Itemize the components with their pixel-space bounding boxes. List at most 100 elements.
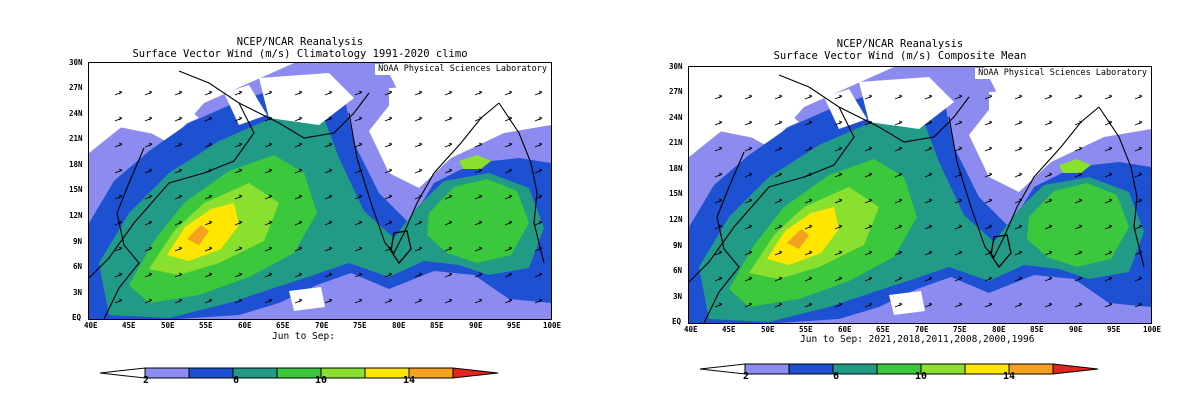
wind-arrow — [804, 302, 813, 308]
lat-label: 15N — [69, 185, 83, 194]
wind-arrow — [894, 198, 903, 204]
wind-arrow — [894, 146, 903, 152]
wind-arrow — [774, 172, 783, 178]
wind-arrow — [354, 220, 363, 226]
wind-arrow — [444, 194, 453, 200]
wind-arrow — [894, 94, 903, 100]
wind-arrow — [924, 146, 933, 152]
wind-arrow — [954, 250, 963, 256]
lat-label: 12N — [69, 211, 83, 220]
lat-label: 30N — [69, 58, 83, 67]
wind-arrow — [714, 250, 723, 256]
wind-arrow — [324, 168, 333, 174]
coastline-africa — [103, 147, 145, 319]
wind-arrow — [474, 116, 483, 122]
wind-arrow — [474, 272, 483, 278]
lon-label: 75E — [953, 325, 967, 334]
calm-region-india — [989, 89, 1089, 139]
wind-arrow — [414, 220, 423, 226]
wind-arrow — [1074, 302, 1083, 308]
wind-arrow — [414, 116, 423, 122]
wind-arrow — [204, 90, 213, 96]
wind-arrow — [504, 246, 513, 252]
wind-arrow — [144, 142, 153, 148]
wind-arrow — [1134, 94, 1143, 100]
wind-arrow — [144, 298, 153, 304]
wind-arrow — [204, 220, 213, 226]
wind-arrow — [834, 94, 843, 100]
wind-arrow — [264, 116, 273, 122]
lon-label: 100E — [1143, 325, 1162, 334]
wind-arrow — [954, 276, 963, 282]
wind-arrow — [924, 120, 933, 126]
wind-arrow — [1044, 120, 1053, 126]
wind-arrow — [474, 246, 483, 252]
wind-arrow — [534, 272, 543, 278]
wind-arrow — [714, 94, 723, 100]
lon-label: 85E — [1030, 325, 1044, 334]
wind-arrow — [264, 90, 273, 96]
wind-arrow — [234, 168, 243, 174]
wind-arrow — [234, 246, 243, 252]
wind-arrow — [234, 272, 243, 278]
wind-arrow — [144, 90, 153, 96]
wind-arrow — [1104, 94, 1113, 100]
wind-arrow — [174, 246, 183, 252]
wind-arrow — [234, 298, 243, 304]
colorbar-bin — [320, 367, 366, 379]
time-period-label: Jun to Sep: 2021,2018,2011,2008,2000,199… — [800, 334, 1035, 345]
wind-arrow — [504, 116, 513, 122]
wind-arrow — [1134, 146, 1143, 152]
colorbar-bin — [1052, 363, 1099, 375]
wind-arrow — [144, 194, 153, 200]
wind-arrow — [804, 120, 813, 126]
wind-arrow — [504, 272, 513, 278]
wind-arrow — [954, 94, 963, 100]
wind-arrow — [534, 90, 543, 96]
wind-speed-map: NOAA Physical Sciences Laboratory — [688, 66, 1152, 324]
wind-arrow — [174, 116, 183, 122]
lat-label: 21N — [69, 134, 83, 143]
wind-arrow — [894, 224, 903, 230]
wind-arrow — [504, 90, 513, 96]
wind-arrow — [414, 90, 423, 96]
wind-arrow — [384, 272, 393, 278]
wind-arrow — [924, 302, 933, 308]
wind-arrow — [924, 198, 933, 204]
wind-arrow — [354, 168, 363, 174]
wind-arrow — [384, 298, 393, 304]
wind-arrow — [414, 142, 423, 148]
wind-arrow — [294, 194, 303, 200]
wind-arrow — [1134, 120, 1143, 126]
wind-arrow — [1134, 198, 1143, 204]
colorbar-label: 10 — [915, 371, 928, 382]
map-panel-climatology: NCEP/NCAR Reanalysis Surface Vector Wind… — [69, 36, 561, 386]
wind-arrow — [1074, 276, 1083, 282]
wind-arrow — [384, 194, 393, 200]
wind-arrow — [414, 194, 423, 200]
lat-label: 27N — [669, 87, 683, 96]
lat-label: 30N — [669, 62, 683, 71]
wind-arrow — [114, 142, 123, 148]
wind-arrow — [774, 94, 783, 100]
colorbar-bin — [408, 367, 454, 379]
wind-arrow — [174, 142, 183, 148]
wind-vectors — [714, 94, 1143, 308]
wind-arrow — [1044, 302, 1053, 308]
wind-arrow — [384, 142, 393, 148]
wind-arrow — [144, 272, 153, 278]
wind-arrow — [1134, 224, 1143, 230]
calm-region-arabia — [699, 87, 799, 139]
wind-arrow — [924, 276, 933, 282]
calm-region-india — [389, 85, 489, 135]
wind-arrow — [1074, 146, 1083, 152]
wind-arrow — [954, 198, 963, 204]
wind-arrow — [744, 302, 753, 308]
coastline-india — [348, 102, 500, 254]
wind-arrow — [834, 302, 843, 308]
wind-arrow — [1134, 250, 1143, 256]
colorbar-bin — [100, 367, 146, 379]
wind-arrow — [294, 116, 303, 122]
wind-arrow — [984, 276, 993, 282]
wind-arrow — [144, 116, 153, 122]
